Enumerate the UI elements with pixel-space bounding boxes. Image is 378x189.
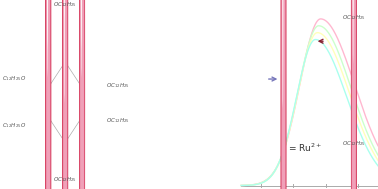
Text: $C_{12}H_{25}O$: $C_{12}H_{25}O$	[2, 121, 26, 130]
Circle shape	[45, 0, 51, 189]
Circle shape	[47, 0, 48, 78]
Circle shape	[46, 0, 50, 189]
Circle shape	[81, 0, 82, 49]
Circle shape	[45, 0, 51, 189]
Circle shape	[46, 0, 51, 189]
Circle shape	[47, 0, 48, 49]
Circle shape	[46, 0, 50, 189]
Text: $OC_{12}H_{25}$: $OC_{12}H_{25}$	[342, 13, 366, 22]
Circle shape	[81, 0, 82, 78]
Circle shape	[81, 0, 84, 189]
Circle shape	[282, 0, 285, 189]
Text: $OC_{12}H_{25}$: $OC_{12}H_{25}$	[105, 116, 129, 125]
Circle shape	[351, 0, 356, 189]
Circle shape	[281, 0, 286, 189]
Text: $OC_{12}H_{25}$: $OC_{12}H_{25}$	[53, 0, 77, 9]
Text: $C_{12}H_{25}O$: $C_{12}H_{25}O$	[2, 75, 26, 84]
Circle shape	[351, 0, 357, 189]
Circle shape	[280, 0, 287, 189]
Circle shape	[64, 0, 65, 23]
Text: $OC_{12}H_{25}$: $OC_{12}H_{25}$	[53, 175, 77, 184]
Circle shape	[351, 0, 356, 189]
Circle shape	[352, 0, 356, 189]
Circle shape	[351, 0, 357, 189]
Circle shape	[63, 0, 68, 189]
Circle shape	[352, 0, 354, 18]
Text: $OC_{12}H_{25}$: $OC_{12}H_{25}$	[342, 139, 366, 148]
Circle shape	[352, 0, 354, 64]
Circle shape	[352, 0, 356, 189]
Circle shape	[81, 0, 84, 189]
Circle shape	[282, 0, 284, 109]
Circle shape	[62, 0, 68, 189]
Circle shape	[79, 0, 85, 189]
Circle shape	[79, 0, 85, 189]
Circle shape	[79, 0, 85, 189]
Circle shape	[64, 0, 67, 189]
Text: $= \mathrm{Ru}^{2+}$: $= \mathrm{Ru}^{2+}$	[287, 142, 322, 154]
Circle shape	[64, 0, 67, 189]
Circle shape	[63, 0, 68, 189]
Circle shape	[46, 0, 51, 189]
Circle shape	[64, 0, 65, 104]
Circle shape	[79, 0, 85, 189]
Text: $OC_{12}H_{25}$: $OC_{12}H_{25}$	[105, 81, 129, 90]
Circle shape	[62, 0, 68, 189]
